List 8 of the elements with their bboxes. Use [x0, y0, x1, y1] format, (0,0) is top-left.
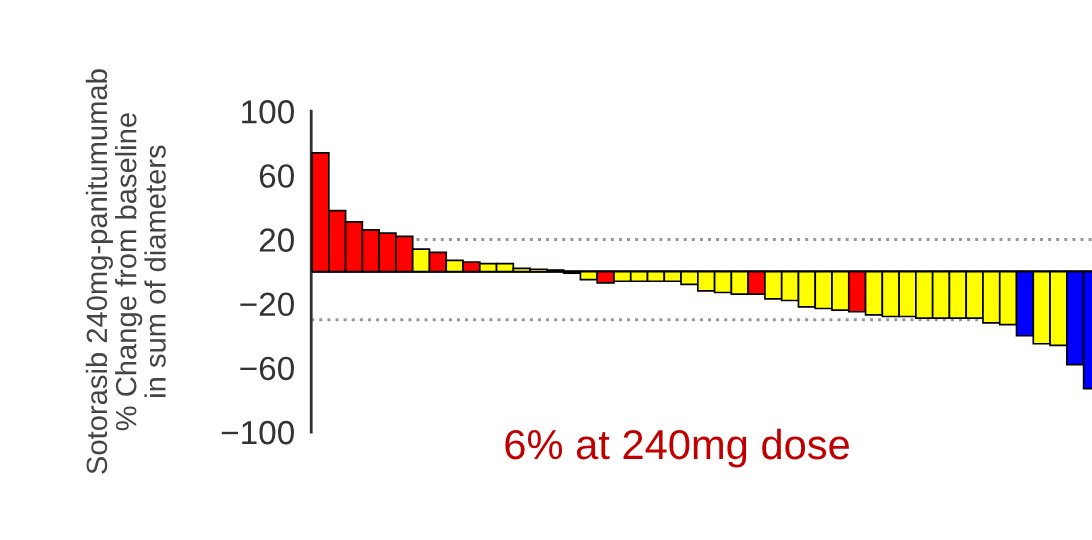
y-tick-label: 100 — [242, 100, 294, 124]
y-tick-label: 20 — [259, 228, 294, 252]
y-tick-label: −20 — [240, 292, 294, 317]
y-axis-title: Sotorasib 240mg-panitumumab % Change from baseline in sum of diameters — [85, 69, 166, 474]
y-tick-label: −60 — [240, 356, 294, 381]
y-tick-label: −100 — [221, 420, 294, 445]
annotation: 6% at 240mg dose — [505, 428, 849, 468]
y-tick-label: 60 — [259, 164, 294, 188]
